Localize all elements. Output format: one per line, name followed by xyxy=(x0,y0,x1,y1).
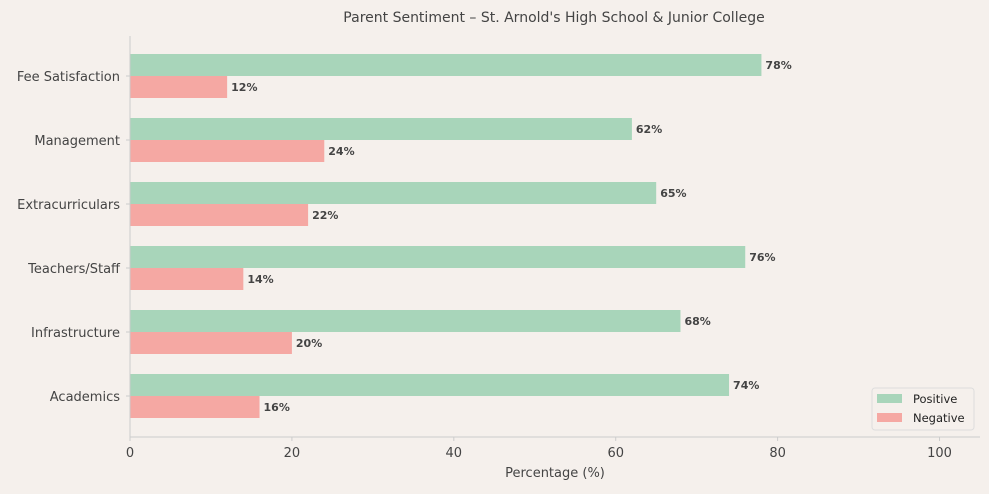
data-label-positive-academics: 74% xyxy=(733,379,759,392)
data-label-positive-management: 62% xyxy=(636,123,662,136)
legend: Positive Negative xyxy=(871,387,975,431)
y-tick-label-teachers-staff: Teachers/Staff xyxy=(27,262,121,277)
data-label-positive-extracurriculars: 65% xyxy=(660,187,686,200)
bar-positive-fee-satisfaction xyxy=(130,54,762,76)
bar-positive-infrastructure xyxy=(130,310,681,332)
legend-swatch-positive xyxy=(877,394,902,403)
data-label-negative-management: 24% xyxy=(328,145,354,158)
bar-positive-teachers-staff xyxy=(130,246,746,268)
bar-negative-extracurriculars xyxy=(130,204,309,226)
bar-positive-extracurriculars xyxy=(130,182,657,204)
x-tick-label-40: 40 xyxy=(446,446,463,461)
data-label-negative-fee-satisfaction: 12% xyxy=(231,81,257,94)
bar-negative-fee-satisfaction xyxy=(130,76,228,98)
data-label-positive-infrastructure: 68% xyxy=(684,315,710,328)
chart-title: Parent Sentiment – St. Arnold's High Sch… xyxy=(343,10,764,26)
x-axis-label: Percentage (%) xyxy=(505,466,605,481)
legend-label-negative: Negative xyxy=(913,411,965,425)
y-tick-label-extracurriculars: Extracurriculars xyxy=(17,198,120,213)
legend-label-positive: Positive xyxy=(913,392,957,406)
bar-positive-management xyxy=(130,118,632,140)
x-tick-label-60: 60 xyxy=(607,446,624,461)
y-tick-label-management: Management xyxy=(34,134,120,149)
bar-negative-infrastructure xyxy=(130,332,292,354)
y-tick-label-academics: Academics xyxy=(50,390,120,405)
data-label-negative-infrastructure: 20% xyxy=(296,337,322,350)
data-label-positive-fee-satisfaction: 78% xyxy=(765,59,791,72)
x-tick-label-20: 20 xyxy=(284,446,301,461)
bar-negative-management xyxy=(130,140,325,162)
data-label-negative-extracurriculars: 22% xyxy=(312,209,338,222)
bar-negative-academics xyxy=(130,396,260,418)
x-tick-label-80: 80 xyxy=(769,446,786,461)
x-tick-label-0: 0 xyxy=(126,446,134,461)
bar-positive-academics xyxy=(130,374,730,396)
bar-negative-teachers-staff xyxy=(130,268,244,290)
data-label-negative-teachers-staff: 14% xyxy=(247,273,273,286)
legend-swatch-negative xyxy=(877,413,902,422)
y-tick-label-infrastructure: Infrastructure xyxy=(31,326,120,341)
data-label-negative-academics: 16% xyxy=(264,401,290,414)
x-tick-label-100: 100 xyxy=(927,446,952,461)
y-tick-label-fee-satisfaction: Fee Satisfaction xyxy=(17,70,120,85)
data-label-positive-teachers-staff: 76% xyxy=(749,251,775,264)
